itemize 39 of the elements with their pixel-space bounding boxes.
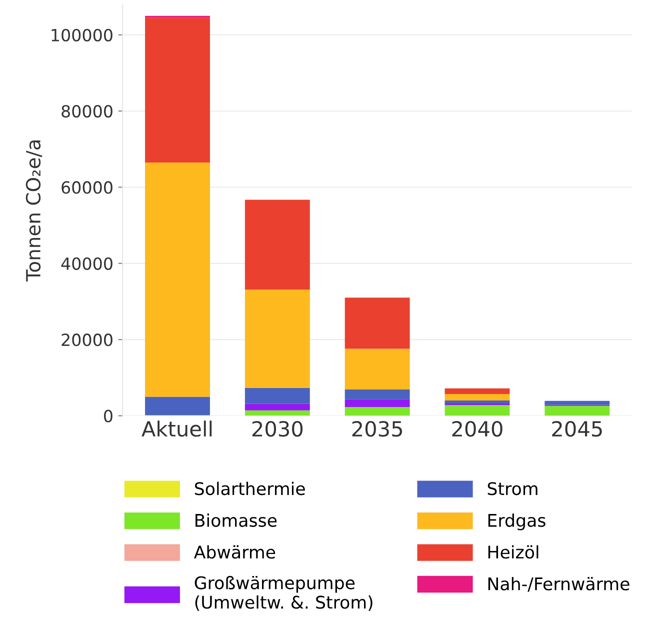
bar [444,400,510,404]
legend-label: Abwärme [194,545,276,559]
bar [145,396,210,415]
bar [145,18,210,162]
y-tick-label: 0 [104,410,112,422]
bar [544,406,610,416]
x-tick-label: 2035 [352,420,402,437]
bar [244,404,310,410]
bar [444,405,510,416]
legend-label: Solarthermie [194,482,305,496]
legend-label: Erdgas [488,514,546,530]
x-tick-label: Aktuell [142,420,212,437]
y-axis-title: Tonnen CO₂e/a [26,140,42,282]
x-tick-label: 2045 [552,420,602,437]
bar [344,348,410,390]
bar [244,410,310,416]
y-tick-label: 80000 [62,105,112,118]
bar [244,290,310,388]
y-tick-label: 100000 [52,28,112,42]
legend-label: Großwärmepumpe (Umweltw. &. Strom) [194,576,372,611]
bar [244,200,310,290]
bar [244,388,310,404]
bar [344,399,410,407]
legend-label: Strom [488,482,538,496]
bar [444,388,510,394]
x-tick-label: 2030 [252,420,303,437]
legend-label: Nah-/Fernwärme [488,576,630,592]
legend-label: Biomasse [196,514,277,527]
legend-label: Heizöl [488,545,538,559]
bar [344,389,410,400]
bar [344,406,410,416]
y-tick-label: 20000 [62,334,112,346]
y-tick-label: 60000 [62,181,112,194]
y-tick-label: 40000 [61,257,112,270]
bar [344,298,410,349]
bar [444,394,510,400]
x-tick-label: 2040 [452,420,502,437]
bar [544,400,610,405]
bar [145,162,210,397]
